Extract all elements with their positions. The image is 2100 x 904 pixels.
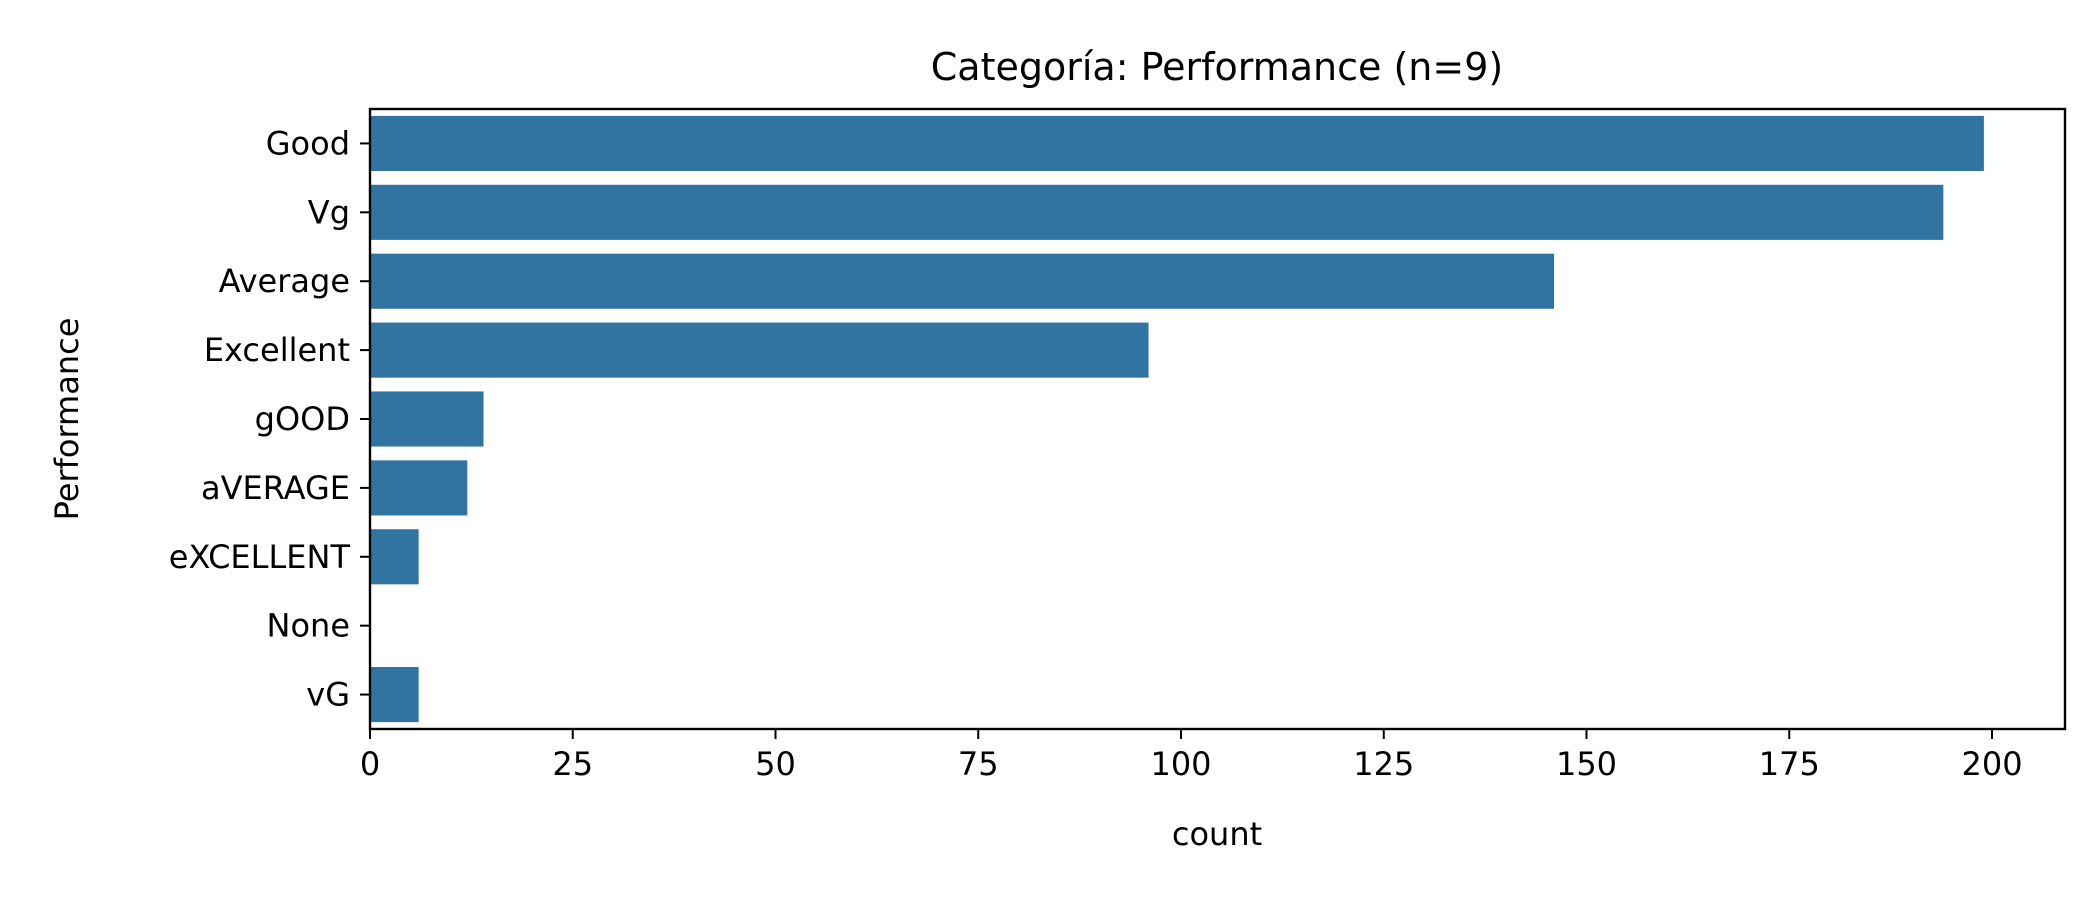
- y-tick-label: Vg: [308, 193, 350, 231]
- bar-average: [370, 253, 1555, 309]
- chart-title: Categoría: Performance (n=9): [931, 45, 1503, 89]
- bar-good: [370, 115, 1984, 171]
- bar-vg: [370, 667, 419, 723]
- plot-frame: [368, 107, 2067, 731]
- y-tick-label: Good: [266, 124, 350, 162]
- x-tick-label: 150: [1556, 745, 1617, 783]
- y-axis-ticks: Good Vg Average Excellent gOOD aVERAGE eXCELLE…: [169, 124, 370, 714]
- y-tick-label: None: [267, 607, 350, 645]
- bar-vg: [370, 184, 1944, 240]
- x-axis-ticks: 0 25 50 75 100 125 150 175 200: [360, 729, 2023, 783]
- x-tick-label: 25: [552, 745, 593, 783]
- bar-excellent: [370, 322, 1149, 378]
- x-axis-label: count: [1172, 815, 1262, 853]
- x-tick-label: 100: [1150, 745, 1211, 783]
- x-tick-label: 125: [1353, 745, 1414, 783]
- bars-layer: [370, 115, 1984, 723]
- y-tick-label: aVERAGE: [201, 469, 350, 507]
- x-tick-label: 175: [1759, 745, 1820, 783]
- y-tick-label: vG: [306, 676, 350, 714]
- y-tick-label: gOOD: [255, 400, 350, 438]
- x-tick-label: 75: [958, 745, 999, 783]
- bar-average: [370, 460, 468, 516]
- y-axis-label: Performance: [48, 318, 86, 521]
- bar-good: [370, 391, 484, 447]
- y-tick-label: Average: [219, 262, 350, 300]
- x-tick-label: 200: [1961, 745, 2022, 783]
- x-tick-label: 50: [755, 745, 796, 783]
- x-tick-label: 0: [360, 745, 380, 783]
- y-tick-label: eXCELLENT: [169, 538, 351, 576]
- bar-excellent: [370, 529, 419, 585]
- y-tick-label: Excellent: [204, 331, 350, 369]
